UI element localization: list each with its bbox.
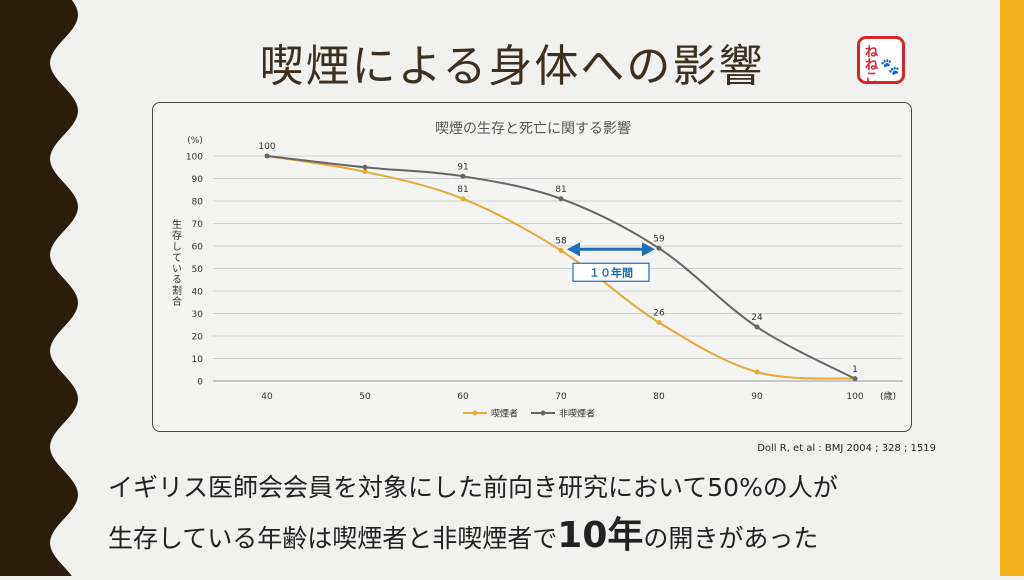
non-smoker-data-label: 81 — [555, 185, 566, 195]
x-tick-label: 50 — [359, 392, 371, 402]
stamp-char-1: ね — [865, 45, 879, 60]
caption-highlight: 10年 — [557, 515, 644, 556]
x-tick-label: 60 — [457, 392, 469, 402]
legend-smoker-label: 喫煙者 — [491, 408, 518, 420]
x-tick-label: 80 — [653, 392, 665, 402]
chart-title: 喫煙の生存と死亡に関する影響 — [435, 120, 631, 137]
x-tick-label: 100 — [846, 392, 863, 402]
non-smoker-point — [264, 153, 270, 159]
y-tick-label: 70 — [192, 220, 204, 230]
nekko-stamp-logo: ね ね こ 🐾 — [857, 36, 905, 86]
non-smoker-data-label: 59 — [653, 234, 665, 244]
x-tick-label: 70 — [555, 392, 567, 402]
non-smoker-data-label: 24 — [751, 313, 763, 323]
smoker-data-label: 58 — [555, 237, 567, 247]
y-tick-label: 80 — [192, 198, 204, 208]
y-tick-label: 60 — [192, 243, 204, 253]
smoker-point — [754, 369, 760, 375]
annotation-text: １０年間 — [589, 265, 633, 279]
x-tick-label: 90 — [751, 392, 763, 402]
y-unit-label: (%) — [187, 136, 203, 146]
x-unit-label: (歳) — [880, 390, 896, 402]
arrow-head-left — [567, 242, 580, 257]
smoker-point — [362, 169, 368, 175]
arrow-head-right — [642, 242, 655, 257]
smoker-point — [558, 248, 564, 253]
paw-icon: 🐾 — [880, 57, 900, 76]
y-tick-label: 100 — [186, 153, 203, 163]
non-smoker-point — [558, 196, 564, 202]
non-smoker-point — [460, 173, 466, 179]
legend-nonsmoker-marker — [540, 410, 546, 416]
slide-title: 喫煙による身体への影響 — [259, 41, 765, 92]
annotation-box — [572, 262, 650, 282]
legend-smoker-marker — [472, 410, 478, 416]
y-tick-label: 90 — [192, 175, 204, 185]
stamp-char-2: ね — [865, 58, 879, 73]
caption-line-1: イギリス医師会会員を対象にした前向き研究において50%の人が — [108, 473, 838, 502]
non-smoker-point — [754, 324, 760, 330]
left-wavy-band — [0, 0, 90, 576]
survival-chart: 喫煙の生存と死亡に関する影響 0 10 20 30 40 50 60 70 80 90 100 (%) 生… — [170, 120, 903, 420]
non-smoker-point — [362, 164, 368, 170]
right-accent-bar — [1000, 0, 1024, 576]
caption-text-a: 生存している年齢は喫煙者と非喫煙者で — [108, 524, 558, 553]
y-tick-label: 50 — [192, 265, 204, 275]
y-tick-label: 20 — [192, 333, 204, 343]
caption-line-2: 生存している年齢は喫煙者と非喫煙者で10年の開きがあった — [108, 506, 818, 558]
source-citation: Doll R, et al : BMJ 2004 ; 328 ; 1519 — [757, 443, 936, 454]
chart-container: 喫煙の生存と死亡に関する影響 0 10 20 30 40 50 60 70 80 90 100 (%) 生… — [152, 102, 912, 432]
x-tick-label: 40 — [261, 392, 273, 402]
y-tick-label: 30 — [192, 310, 204, 320]
y-axis-label: 生存している割合 — [170, 218, 182, 307]
y-tick-label: 0 — [197, 378, 203, 388]
caption-text-b: の開きがあった — [643, 524, 819, 553]
non-smoker-data-label: 91 — [457, 162, 468, 172]
y-tick-label: 40 — [192, 288, 204, 298]
smoker-point — [656, 320, 662, 325]
wavy-edge — [0, 0, 78, 576]
non-smoker-data-label: 1 — [852, 365, 858, 375]
non-smoker-point — [656, 245, 662, 251]
y-tick-label: 10 — [192, 355, 204, 365]
legend-nonsmoker-label: 非喫煙者 — [559, 408, 595, 420]
non-smoker-point — [852, 376, 858, 382]
smoker-point — [460, 196, 466, 202]
stamp-char-3: こ — [865, 71, 879, 86]
smoker-data-label: 26 — [653, 309, 665, 319]
smoker-data-label: 81 — [457, 185, 468, 195]
non-smoker-data-label: 100 — [258, 142, 275, 152]
